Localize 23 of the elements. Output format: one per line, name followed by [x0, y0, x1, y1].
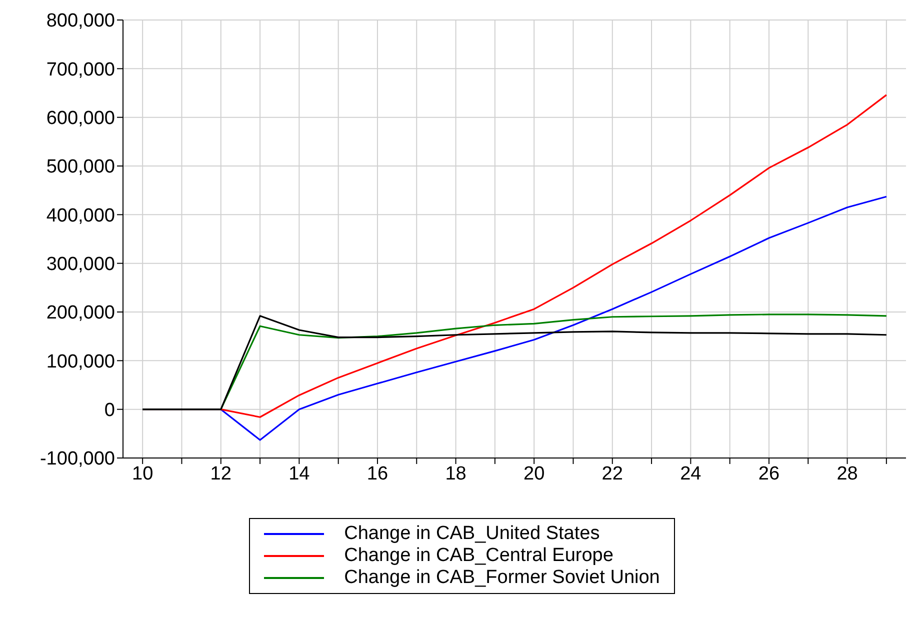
x-tick-label: 16 — [366, 463, 388, 484]
y-tick-label: 0 — [104, 400, 115, 422]
y-tick-label: 600,000 — [46, 108, 115, 130]
y-tick-label: 700,000 — [46, 59, 115, 80]
x-tick-label: 24 — [680, 463, 702, 484]
x-tick-label: 14 — [288, 463, 310, 484]
x-tick-label: 10 — [132, 463, 154, 484]
legend-label: Change in CAB_Former Soviet Union — [344, 567, 660, 589]
y-tick-label: 200,000 — [46, 302, 115, 324]
legend-label: Change in CAB_Central Europe — [344, 545, 614, 567]
x-tick-label: 20 — [524, 463, 545, 484]
x-tick-label: 28 — [836, 463, 858, 484]
x-tick-label: 26 — [758, 463, 780, 484]
x-tick-label: 22 — [602, 463, 623, 484]
y-tick-label: 800,000 — [46, 10, 115, 32]
y-tick-label: 400,000 — [46, 205, 115, 226]
y-tick-label: -100,000 — [40, 448, 115, 470]
y-tick-label: 300,000 — [46, 254, 115, 276]
y-tick-label: 100,000 — [46, 351, 115, 372]
y-tick-label: 500,000 — [46, 156, 115, 178]
legend-label: Change in CAB_United States — [344, 523, 600, 545]
x-tick-label: 18 — [445, 463, 466, 484]
x-tick-label: 12 — [210, 463, 232, 484]
